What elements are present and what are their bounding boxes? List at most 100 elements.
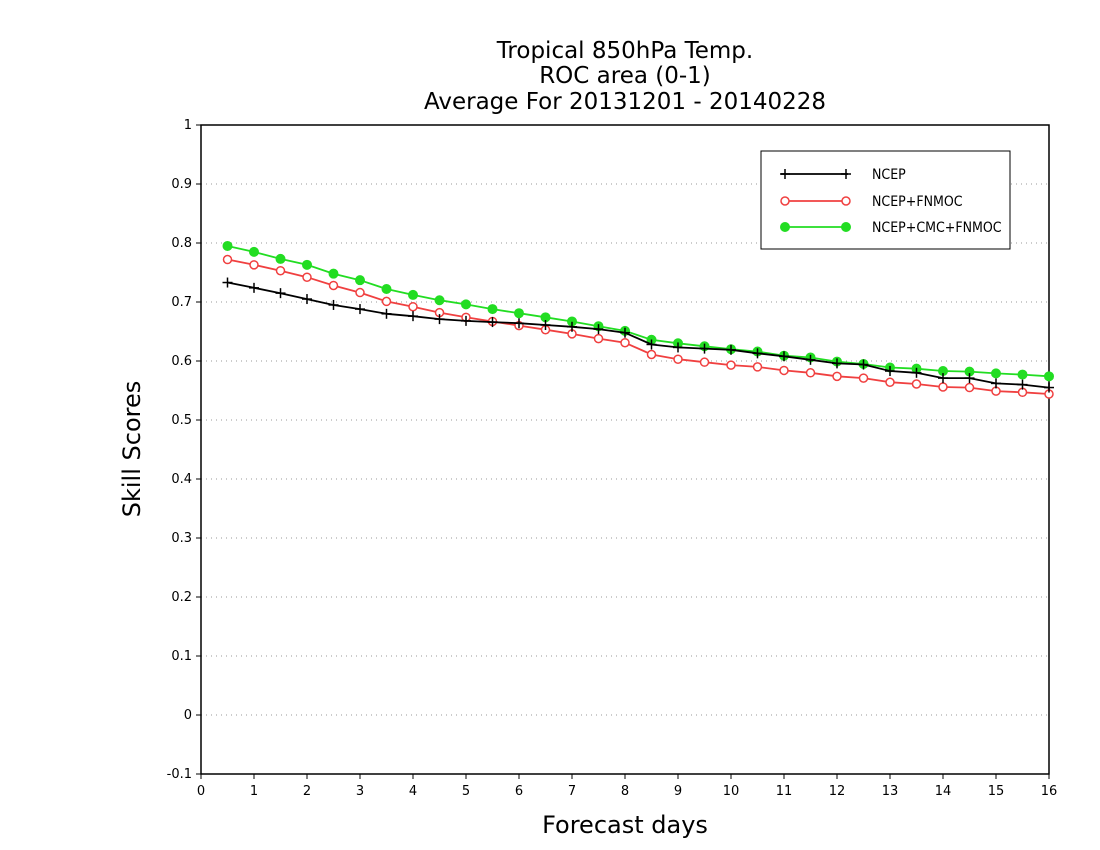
- data-point: [885, 366, 895, 377]
- x-tick-label: 6: [515, 784, 523, 799]
- data-point: [805, 368, 816, 378]
- legend-marker: [841, 222, 851, 232]
- data-point: [222, 254, 233, 265]
- data-point: [328, 268, 339, 279]
- legend-marker: [780, 222, 790, 232]
- data-point: [646, 339, 657, 350]
- data-point: [620, 327, 630, 338]
- data-point: [858, 373, 869, 383]
- series-line: [227, 245, 1050, 378]
- data-point: [779, 351, 789, 362]
- y-tick-label: 0.4: [171, 472, 192, 487]
- data-point: [832, 358, 842, 369]
- data-point: [514, 308, 524, 319]
- data-point: [805, 354, 816, 365]
- chart-title-line-3: Average For 20131201 - 20140228: [424, 89, 826, 115]
- data-point: [938, 382, 948, 392]
- data-point: [646, 349, 657, 360]
- data-point: [461, 299, 471, 310]
- data-point: [514, 318, 524, 329]
- y-tick-label: 1: [184, 118, 192, 133]
- data-point: [1017, 369, 1028, 380]
- data-point: [593, 333, 604, 344]
- y-tick-label: 0.3: [171, 531, 192, 546]
- data-point: [222, 240, 233, 251]
- data-point: [381, 308, 392, 319]
- data-point: [752, 348, 763, 359]
- x-tick-label: 3: [356, 784, 364, 799]
- data-point: [408, 289, 418, 300]
- data-point: [991, 378, 1001, 389]
- data-point: [620, 337, 630, 348]
- x-tick-label: 5: [462, 784, 470, 799]
- legend: NCEP NCEP+FNMOC NCEP+CMC+FNMOC: [760, 150, 1011, 250]
- x-tick-label: 9: [674, 784, 682, 799]
- x-tick-label: 13: [882, 784, 899, 799]
- data-point: [434, 295, 445, 306]
- data-point: [673, 342, 683, 353]
- legend-label: NCEP+FNMOC: [872, 194, 963, 210]
- data-point: [328, 280, 339, 291]
- data-point: [699, 343, 710, 354]
- data-point: [222, 277, 233, 288]
- data-point: [487, 317, 498, 328]
- data-point: [779, 365, 789, 376]
- x-tick-label: 1: [250, 784, 258, 799]
- chart-title-line-1: Tropical 850hPa Temp.: [496, 38, 753, 64]
- series-ncep: [222, 277, 1054, 393]
- x-tick-label: 11: [776, 784, 793, 799]
- legend-marker: [841, 169, 851, 179]
- data-point: [381, 296, 392, 307]
- data-point: [355, 275, 365, 286]
- data-point: [275, 253, 286, 264]
- data-point: [938, 373, 948, 384]
- data-point: [355, 304, 365, 315]
- data-point: [302, 259, 312, 270]
- data-point: [408, 311, 418, 322]
- y-tick-label: 0.2: [171, 590, 192, 605]
- data-point: [991, 368, 1001, 379]
- x-tick-label: 4: [409, 784, 417, 799]
- data-point: [911, 379, 922, 389]
- data-point: [593, 324, 604, 335]
- data-point: [381, 284, 392, 295]
- data-point: [567, 321, 577, 332]
- data-point: [832, 371, 842, 382]
- legend-box: [760, 150, 1011, 250]
- data-point: [275, 265, 286, 276]
- data-point: [885, 377, 895, 387]
- x-axis-ticks: 0 1 2 3 4 5 6 7 8 9 10 11 12 13 14 15 16: [197, 774, 1057, 799]
- data-point: [540, 320, 551, 331]
- data-point: [302, 272, 312, 282]
- data-point: [355, 287, 365, 298]
- data-point: [302, 294, 312, 305]
- chart-title-line-2: ROC area (0-1): [539, 63, 711, 89]
- legend-marker: [841, 196, 851, 206]
- legend-marker: [780, 196, 790, 206]
- legend-marker: [780, 169, 790, 179]
- y-axis-ticks: -0.1 0 0.1 0.2 0.3 0.4 0.5 0.6 0.7 0.8 0.9 1: [167, 118, 201, 782]
- y-tick-label: 0.9: [171, 177, 192, 192]
- legend-label: NCEP+CMC+FNMOC: [872, 220, 1002, 236]
- series-ncep-plus-cmc-plus-fnmoc: [222, 240, 1054, 382]
- x-tick-label: 15: [988, 784, 1005, 799]
- data-point: [911, 367, 922, 378]
- data-point: [964, 382, 975, 393]
- data-point: [699, 357, 710, 367]
- data-point: [434, 314, 445, 325]
- data-point: [964, 373, 975, 384]
- x-tick-label: 7: [568, 784, 576, 799]
- data-point: [249, 246, 259, 257]
- x-tick-label: 16: [1041, 784, 1058, 799]
- data-point: [858, 359, 869, 370]
- x-axis-label: Forecast days: [542, 811, 708, 839]
- legend-label: NCEP: [872, 167, 906, 183]
- series-layer: [222, 240, 1054, 399]
- data-point: [1017, 379, 1028, 390]
- data-point: [461, 315, 471, 326]
- y-tick-label: 0.1: [171, 649, 192, 664]
- y-tick-label: 0.8: [171, 236, 192, 251]
- data-point: [752, 362, 763, 372]
- data-point: [249, 260, 259, 270]
